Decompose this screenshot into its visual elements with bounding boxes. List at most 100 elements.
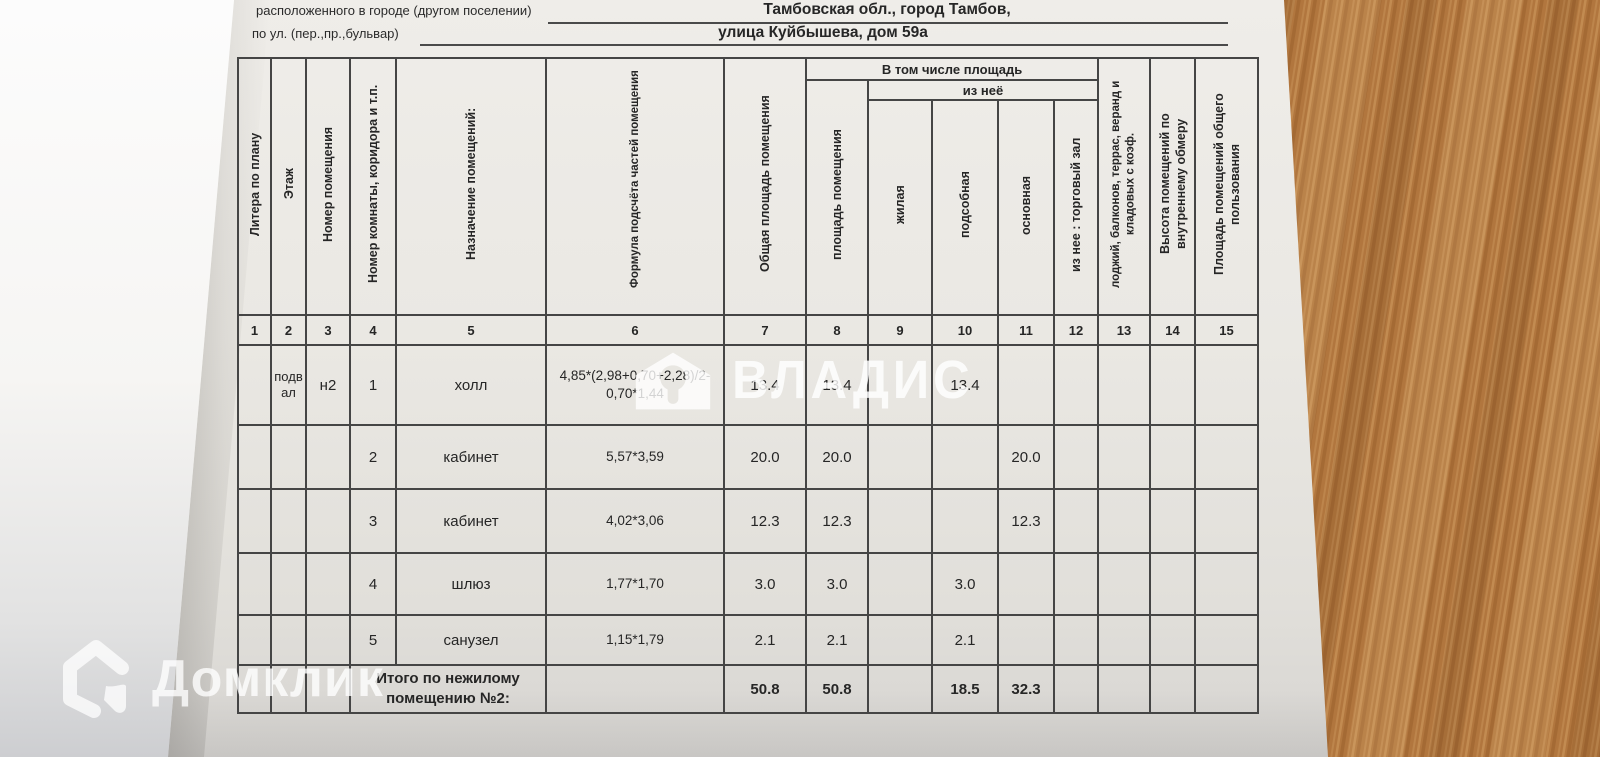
cell [1194, 664, 1259, 714]
cell [270, 424, 307, 490]
cell [305, 424, 351, 490]
cell: 12.3 [805, 488, 869, 554]
column-header-trade-hall: из нее : торговый зал [1053, 99, 1099, 316]
cell [270, 552, 307, 616]
table-row: 5 санузел 1,15*1,79 2.1 2.1 2.1 [237, 614, 1259, 666]
cell [1097, 614, 1151, 666]
cell: 5,57*3,59 [545, 424, 725, 490]
cell: 2 [349, 424, 397, 490]
cell [931, 488, 999, 554]
cell: 3.0 [931, 552, 999, 616]
cell [305, 614, 351, 666]
column-number: 10 [931, 314, 999, 346]
cell: 3 [349, 488, 397, 554]
address-street-underline [420, 44, 1228, 46]
cell [1097, 344, 1151, 426]
cell [270, 488, 307, 554]
cell [1194, 552, 1259, 616]
cell [1097, 664, 1151, 714]
column-number: 4 [349, 314, 397, 346]
cell [1097, 552, 1151, 616]
cell [1149, 424, 1196, 490]
column-number: 6 [545, 314, 725, 346]
column-numbers-row: 1 2 3 4 5 6 7 8 9 10 11 12 13 14 15 [237, 314, 1259, 346]
cell: 20.0 [723, 424, 807, 490]
cell: 3.0 [723, 552, 807, 616]
column-header-height: Высота помещений по внутреннему обмеру [1149, 57, 1196, 316]
address-location-underline [548, 22, 1228, 24]
table-row: 3 кабинет 4,02*3,06 12.3 12.3 12.3 [237, 488, 1259, 554]
address-location-value: Тамбовская обл., город Тамбов, [763, 1, 1011, 18]
cell [997, 344, 1055, 426]
column-header-room-number: Номер помещения [305, 57, 351, 316]
totals-room-area: 50.8 [805, 664, 869, 714]
cell: подвал [270, 344, 307, 426]
cell: 4,85*(2,98+0,70+2,28)/2-0,70*1,44 [545, 344, 725, 426]
cell [1194, 424, 1259, 490]
cell: шлюз [395, 552, 547, 616]
cell [1053, 664, 1099, 714]
cell: 2.1 [723, 614, 807, 666]
cell: 13.4 [723, 344, 807, 426]
cell [270, 664, 307, 714]
cell: холл [395, 344, 547, 426]
table-row: 2 кабинет 5,57*3,59 20.0 20.0 20.0 [237, 424, 1259, 490]
header-row-3: жилая подсобная основная из нее : торгов… [238, 99, 1258, 316]
cell: 3.0 [805, 552, 869, 616]
cell: 1 [349, 344, 397, 426]
cell [305, 552, 351, 616]
cell: 1,77*1,70 [545, 552, 725, 616]
column-header-formula: Формула подсчёта частей помещения [545, 57, 725, 316]
cell [867, 344, 933, 426]
column-header-litera: Литера по плану [237, 57, 272, 316]
totals-main-area: 32.3 [997, 664, 1055, 714]
cell: 20.0 [805, 424, 869, 490]
cell: 4,02*3,06 [545, 488, 725, 554]
column-number: 3 [305, 314, 351, 346]
cell [270, 614, 307, 666]
column-header-room-area: площадь помещения [805, 79, 869, 316]
cell: 12.3 [997, 488, 1055, 554]
cell [1194, 344, 1259, 426]
totals-label: Итого по нежилому помещению №2: [349, 664, 547, 714]
cell [867, 614, 933, 666]
totals-total-area: 50.8 [723, 664, 807, 714]
band-header-including-area: В том числе площадь [805, 57, 1099, 81]
address-location-label: расположенного в городе (другом поселени… [256, 3, 532, 18]
address-street-label: по ул. (пер.,пр.,бульвар) [252, 26, 399, 41]
column-header-purpose: Назначение помещений: [395, 57, 547, 316]
cell [1053, 488, 1099, 554]
cell [867, 488, 933, 554]
cell [867, 424, 933, 490]
cell [305, 488, 351, 554]
cell: 4 [349, 552, 397, 616]
cell [1053, 552, 1099, 616]
cell [931, 424, 999, 490]
column-header-part-number: Номер комнаты, коридора и т.п. [349, 57, 397, 316]
column-number: 2 [270, 314, 307, 346]
cell [237, 424, 272, 490]
column-number: 5 [395, 314, 547, 346]
table-row: 4 шлюз 1,77*1,70 3.0 3.0 3.0 [237, 552, 1259, 616]
cell: 5 [349, 614, 397, 666]
cell: 12.3 [723, 488, 807, 554]
column-number: 1 [237, 314, 272, 346]
column-number: 7 [723, 314, 807, 346]
cell: кабинет [395, 424, 547, 490]
cell [1194, 488, 1259, 554]
cell [867, 664, 933, 714]
column-number: 9 [867, 314, 933, 346]
cell [545, 664, 725, 714]
explication-table: Литера по плану Этаж Номер помещения Ном… [237, 57, 1259, 714]
column-number: 12 [1053, 314, 1099, 346]
column-header-loggias: лоджий, балконов, террас, веранд и кладо… [1097, 57, 1151, 316]
cell [1149, 664, 1196, 714]
cell: 2.1 [805, 614, 869, 666]
cell [1149, 488, 1196, 554]
cell [1053, 344, 1099, 426]
cell [997, 614, 1055, 666]
column-number: 14 [1149, 314, 1196, 346]
cell [1097, 488, 1151, 554]
cell: 13.4 [805, 344, 869, 426]
